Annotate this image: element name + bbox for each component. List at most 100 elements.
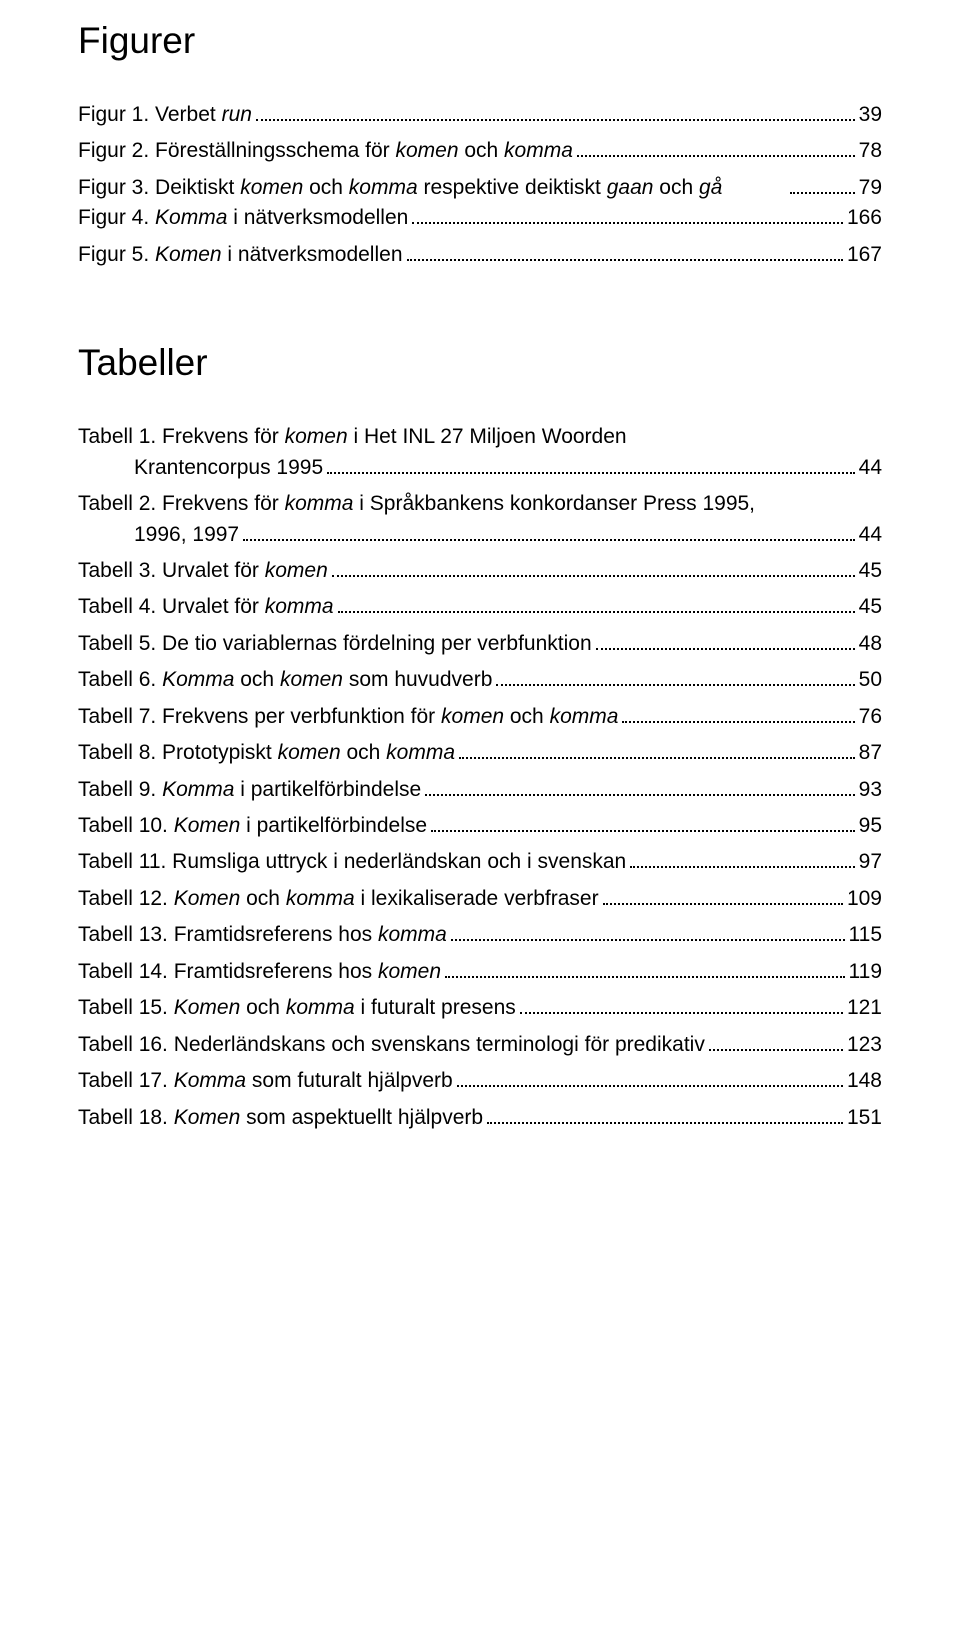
- tables-list: Tabell 1. Frekvens för komen i Het INL 2…: [78, 422, 882, 1133]
- table-label: Tabell 16. Nederländskans och svenskans …: [78, 1030, 705, 1060]
- table-label: Tabell 9. Komma i partikelförbindelse: [78, 775, 421, 805]
- figure-entry: Figur 3. Deiktiskt komen och komma respe…: [78, 173, 882, 203]
- leader-dots: [459, 738, 855, 759]
- table-page: 45: [859, 592, 882, 622]
- table-label: Tabell 13. Framtidsreferens hos komma: [78, 920, 447, 950]
- table-page: 87: [859, 738, 882, 768]
- table-page: 121: [847, 993, 882, 1023]
- figure-page: 166: [847, 203, 882, 233]
- table-page: 151: [847, 1103, 882, 1133]
- figure-page: 39: [859, 100, 882, 130]
- figure-label: Figur 2. Föreställningsschema för komen …: [78, 136, 573, 166]
- table-page: 148: [847, 1066, 882, 1096]
- leader-dots: [622, 702, 854, 723]
- figure-page: 79: [859, 173, 882, 203]
- leader-dots: [256, 100, 855, 121]
- figure-label: Figur 5. Komen i nätverksmodellen: [78, 240, 403, 270]
- table-label: Tabell 2. Frekvens för komma i Språkbank…: [78, 489, 882, 519]
- leader-dots: [596, 629, 855, 650]
- table-entry: Tabell 12. Komen och komma i lexikaliser…: [78, 884, 882, 914]
- figures-heading: Figurer: [78, 20, 882, 62]
- leader-dots: [338, 592, 855, 613]
- table-entry: Tabell 5. De tio variablernas fördelning…: [78, 629, 882, 659]
- table-entry-continuation: Krantencorpus 1995 44: [78, 453, 882, 483]
- figure-page: 167: [847, 240, 882, 270]
- leader-dots: [445, 957, 845, 978]
- leader-dots: [243, 520, 855, 541]
- figure-page: 78: [859, 136, 882, 166]
- table-entry: Tabell 4. Urvalet för komma 45: [78, 592, 882, 622]
- table-entry: Tabell 9. Komma i partikelförbindelse 93: [78, 775, 882, 805]
- table-label: Tabell 4. Urvalet för komma: [78, 592, 334, 622]
- table-entry: Tabell 15. Komen och komma i futuralt pr…: [78, 993, 882, 1023]
- table-entry: Tabell 17. Komma som futuralt hjälpverb 1…: [78, 1066, 882, 1096]
- table-label: Tabell 7. Frekvens per verbfunktion för …: [78, 702, 618, 732]
- table-label: Tabell 8. Prototypiskt komen och komma: [78, 738, 455, 768]
- table-page: 123: [847, 1030, 882, 1060]
- leader-dots: [790, 173, 854, 194]
- tables-heading: Tabeller: [78, 342, 882, 384]
- table-label: Tabell 3. Urvalet för komen: [78, 556, 328, 586]
- table-entry: Tabell 18. Komen som aspektuellt hjälpve…: [78, 1103, 882, 1133]
- table-entry: Tabell 2. Frekvens för komma i Språkbank…: [78, 489, 882, 519]
- table-page: 45: [859, 556, 882, 586]
- table-entry: Tabell 1. Frekvens för komen i Het INL 2…: [78, 422, 882, 452]
- table-label: Tabell 10. Komen i partikelförbindelse: [78, 811, 427, 841]
- table-entry: Tabell 7. Frekvens per verbfunktion för …: [78, 702, 882, 732]
- leader-dots: [487, 1103, 843, 1124]
- table-label: Tabell 17. Komma som futuralt hjälpverb: [78, 1066, 453, 1096]
- leader-dots: [457, 1066, 843, 1087]
- table-label: Tabell 14. Framtidsreferens hos komen: [78, 957, 441, 987]
- table-label: Tabell 11. Rumsliga uttryck i nederländs…: [78, 847, 626, 877]
- table-label: Tabell 5. De tio variablernas fördelning…: [78, 629, 592, 659]
- figure-label: Figur 1. Verbet run: [78, 100, 252, 130]
- leader-dots: [451, 920, 845, 941]
- table-page: 119: [849, 957, 882, 987]
- figure-entry: Figur 2. Föreställningsschema för komen …: [78, 136, 882, 166]
- table-label: Tabell 1. Frekvens för komen i Het INL 2…: [78, 422, 882, 452]
- table-page: 115: [849, 920, 882, 950]
- table-page: 44: [859, 520, 882, 550]
- figure-entry: Figur 1. Verbet run 39: [78, 100, 882, 130]
- table-page: 97: [859, 847, 882, 877]
- leader-dots: [412, 203, 843, 224]
- table-page: 50: [859, 665, 882, 695]
- leader-dots: [496, 665, 854, 686]
- table-entry: Tabell 16. Nederländskans och svenskans …: [78, 1030, 882, 1060]
- table-entry: Tabell 8. Prototypiskt komen och komma 87: [78, 738, 882, 768]
- table-entry: Tabell 6. Komma och komen som huvudverb 5…: [78, 665, 882, 695]
- table-page: 95: [859, 811, 882, 841]
- table-page: 48: [859, 629, 882, 659]
- leader-dots: [407, 240, 843, 261]
- table-label: Tabell 12. Komen och komma i lexikaliser…: [78, 884, 599, 914]
- leader-dots: [577, 137, 855, 158]
- table-label: Tabell 6. Komma och komen som huvudverb: [78, 665, 492, 695]
- table-page: 44: [859, 453, 882, 483]
- table-label: Tabell 15. Komen och komma i futuralt pr…: [78, 993, 516, 1023]
- figures-list: Figur 1. Verbet run 39 Figur 2. Föreställn…: [78, 100, 882, 270]
- table-label: Krantencorpus 1995: [134, 453, 323, 483]
- table-entry-continuation: 1996, 1997 44: [78, 520, 882, 550]
- leader-dots: [425, 775, 854, 796]
- table-page: 76: [859, 702, 882, 732]
- table-label: Tabell 18. Komen som aspektuellt hjälpve…: [78, 1103, 483, 1133]
- leader-dots: [332, 556, 855, 577]
- figure-entry: Figur 5. Komen i nätverksmodellen 167: [78, 240, 882, 270]
- table-page: 109: [847, 884, 882, 914]
- figure-label: Figur 3. Deiktiskt komen och komma respe…: [78, 173, 786, 203]
- table-entry: Tabell 13. Framtidsreferens hos komma 115: [78, 920, 882, 950]
- leader-dots: [520, 993, 843, 1014]
- figure-label: Figur 4. Komma i nätverksmodellen: [78, 203, 408, 233]
- table-label: 1996, 1997: [134, 520, 239, 550]
- leader-dots: [431, 811, 855, 832]
- table-entry: Tabell 10. Komen i partikelförbindelse 95: [78, 811, 882, 841]
- leader-dots: [630, 848, 854, 869]
- table-entry: Tabell 3. Urvalet för komen 45: [78, 556, 882, 586]
- table-entry: Tabell 11. Rumsliga uttryck i nederländs…: [78, 847, 882, 877]
- figure-entry: Figur 4. Komma i nätverksmodellen 166: [78, 203, 882, 233]
- table-entry: Tabell 14. Framtidsreferens hos komen 119: [78, 957, 882, 987]
- leader-dots: [603, 884, 843, 905]
- table-page: 93: [859, 775, 882, 805]
- leader-dots: [327, 453, 855, 474]
- leader-dots: [709, 1030, 843, 1051]
